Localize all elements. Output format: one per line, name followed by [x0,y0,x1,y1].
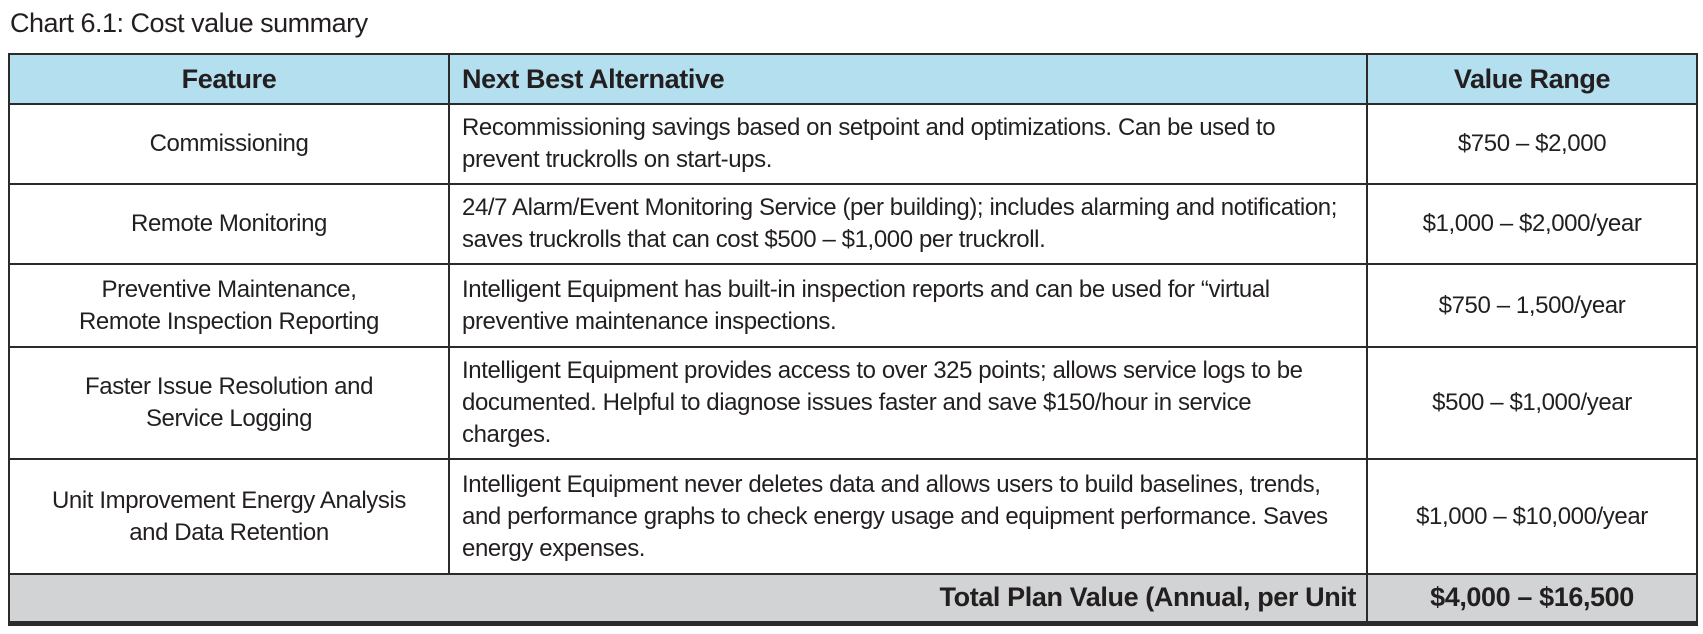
alternative-cell: Intelligent Equipment provides access to… [448,346,1368,460]
alternative-cell: 24/7 Alarm/Event Monitoring Service (per… [448,183,1368,265]
value-range-cell: $1,000 – $2,000/year [1366,183,1698,265]
table-row: Remote Monitoring 24/7 Alarm/Event Monit… [8,183,1698,265]
feature-cell: Faster Issue Resolution and Service Logg… [8,346,450,460]
table-header: Feature Next Best Alternative Value Rang… [8,53,1698,105]
value-range-cell: $750 – $2,000 [1366,103,1698,185]
table-row: Faster Issue Resolution and Service Logg… [8,346,1698,460]
chart-title: Chart 6.1: Cost value summary [10,8,368,38]
cost-value-table: Feature Next Best Alternative Value Rang… [8,53,1698,626]
total-value: $4,000 – $16,500 [1366,573,1698,626]
table-row: Commissioning Recommissioning savings ba… [8,103,1698,185]
alternative-cell: Intelligent Equipment never deletes data… [448,458,1368,575]
header-row: Feature Next Best Alternative Value Rang… [8,53,1698,105]
feature-cell: Unit Improvement Energy Analysis and Dat… [8,458,450,575]
feature-cell: Commissioning [8,103,450,185]
value-range-cell: $500 – $1,000/year [1366,346,1698,460]
value-range-cell: $750 – 1,500/year [1366,263,1698,348]
feature-cell: Preventive Maintenance, Remote Inspectio… [8,263,450,348]
column-header-next-best-alternative: Next Best Alternative [448,53,1368,105]
table-body: Commissioning Recommissioning savings ba… [8,103,1698,575]
table-footer: Total Plan Value (Annual, per Unit $4,00… [8,573,1698,626]
feature-cell: Remote Monitoring [8,183,450,265]
table-row: Preventive Maintenance, Remote Inspectio… [8,263,1698,348]
alternative-cell: Recommissioning savings based on setpoin… [448,103,1368,185]
total-label: Total Plan Value (Annual, per Unit [8,573,1368,626]
column-header-value-range: Value Range [1366,53,1698,105]
column-header-feature: Feature [8,53,450,105]
table-row: Unit Improvement Energy Analysis and Dat… [8,458,1698,575]
alternative-cell: Intelligent Equipment has built-in inspe… [448,263,1368,348]
total-row: Total Plan Value (Annual, per Unit $4,00… [8,573,1698,626]
value-range-cell: $1,000 – $10,000/year [1366,458,1698,575]
